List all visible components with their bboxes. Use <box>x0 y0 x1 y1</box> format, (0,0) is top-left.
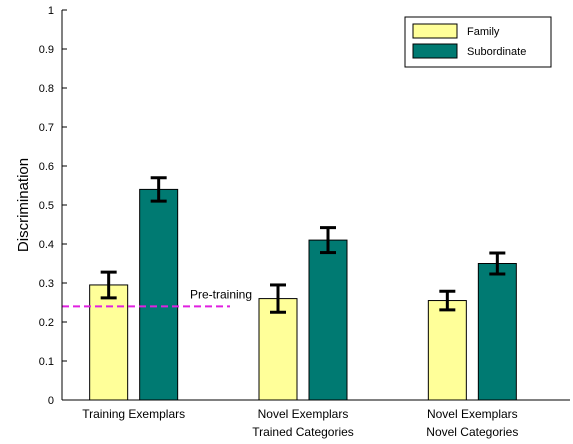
bar <box>258 298 298 401</box>
x-category-label: Training Exemplars <box>82 407 185 421</box>
y-tick-label: 0.2 <box>39 317 54 329</box>
reference-line-label: Pre-training <box>190 287 252 301</box>
reference-line-group: Pre-training <box>62 287 252 308</box>
x-category-label: Trained Categories <box>252 425 354 439</box>
y-tick-label: 0.8 <box>39 83 54 95</box>
bar <box>477 263 517 401</box>
y-tick-label: 0.3 <box>39 278 54 290</box>
x-category-label: Novel Exemplars <box>427 407 518 421</box>
x-axis-category-labels: Training Exemplars Novel Exemplars Trained… <box>82 407 518 439</box>
y-tick-label: 0.9 <box>39 44 54 56</box>
x-category-label: Novel Categories <box>426 425 518 439</box>
bar <box>427 300 467 401</box>
y-axis-ticks: 0 0.1 0.2 0.3 0.4 0.5 0.6 0.7 0.8 0.9 1 <box>39 5 67 407</box>
y-tick-label: 0.6 <box>39 161 54 173</box>
y-tick-label: 0 <box>48 395 54 407</box>
y-tick-label: 0.7 <box>39 122 54 134</box>
bar <box>89 284 129 401</box>
y-axis-title: Discrimination <box>15 158 32 252</box>
bar <box>139 188 179 401</box>
bar <box>308 239 348 401</box>
y-tick-label: 1 <box>48 5 54 17</box>
legend-swatch <box>412 43 458 59</box>
y-tick-label: 0.5 <box>39 200 54 212</box>
legend: Family Subordinate <box>404 16 552 68</box>
legend-label: Subordinate <box>467 46 526 58</box>
bars <box>89 188 517 401</box>
y-tick-label: 0.4 <box>39 239 54 251</box>
legend-swatch <box>412 23 458 39</box>
error-bars <box>100 176 506 314</box>
x-category-label: Novel Exemplars <box>258 407 349 421</box>
legend-label: Family <box>467 26 500 38</box>
y-tick-label: 0.1 <box>39 356 54 368</box>
